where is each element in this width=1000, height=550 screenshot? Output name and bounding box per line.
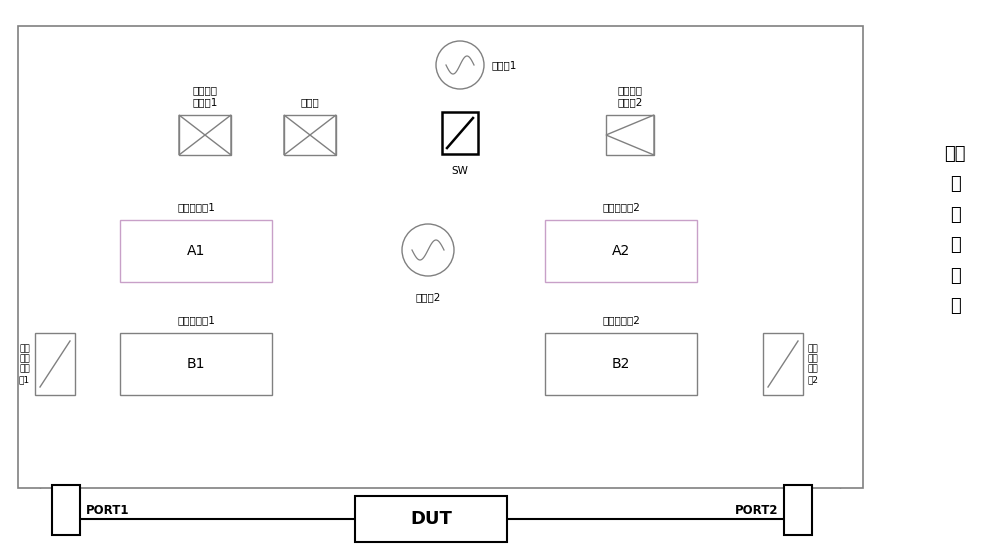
FancyBboxPatch shape xyxy=(545,333,697,395)
FancyBboxPatch shape xyxy=(35,333,75,395)
Text: 测试
通道
耦合
器2: 测试 通道 耦合 器2 xyxy=(808,344,819,384)
Polygon shape xyxy=(606,115,654,155)
FancyBboxPatch shape xyxy=(120,220,272,282)
Circle shape xyxy=(436,41,484,89)
Text: B2: B2 xyxy=(612,357,630,371)
Polygon shape xyxy=(205,115,231,155)
Text: 矢量
网
络
分
析
仪: 矢量 网 络 分 析 仪 xyxy=(944,145,966,316)
Polygon shape xyxy=(284,115,310,155)
Polygon shape xyxy=(310,115,336,155)
Text: 参考信道
功分剸2: 参考信道 功分剸2 xyxy=(617,85,643,107)
FancyBboxPatch shape xyxy=(120,333,272,395)
Text: A2: A2 xyxy=(612,244,630,258)
Circle shape xyxy=(402,224,454,276)
Text: 测试接收权2: 测试接收权2 xyxy=(602,315,640,325)
FancyBboxPatch shape xyxy=(52,485,80,535)
Text: PORT1: PORT1 xyxy=(86,503,130,516)
Text: 信号源1: 信号源1 xyxy=(492,60,517,70)
Text: 测试接收权1: 测试接收权1 xyxy=(177,315,215,325)
Text: 参考接收权1: 参考接收权1 xyxy=(177,202,215,212)
Polygon shape xyxy=(179,115,205,155)
FancyBboxPatch shape xyxy=(784,485,812,535)
FancyBboxPatch shape xyxy=(763,333,803,395)
FancyBboxPatch shape xyxy=(545,220,697,282)
FancyBboxPatch shape xyxy=(355,496,507,542)
Text: 测试
通道
耦合
器1: 测试 通道 耦合 器1 xyxy=(19,344,30,384)
Text: SW: SW xyxy=(452,166,468,176)
Text: 参考接收权2: 参考接收权2 xyxy=(602,202,640,212)
Text: A1: A1 xyxy=(187,244,205,258)
Text: 信号源2: 信号源2 xyxy=(415,292,441,302)
Text: DUT: DUT xyxy=(410,510,452,528)
Text: 耦合器: 耦合器 xyxy=(301,97,319,107)
FancyBboxPatch shape xyxy=(442,112,478,154)
Text: PORT2: PORT2 xyxy=(734,503,778,516)
Text: B1: B1 xyxy=(187,357,205,371)
FancyBboxPatch shape xyxy=(18,26,863,488)
Text: 参考信道
功分剸1: 参考信道 功分剸1 xyxy=(192,85,218,107)
